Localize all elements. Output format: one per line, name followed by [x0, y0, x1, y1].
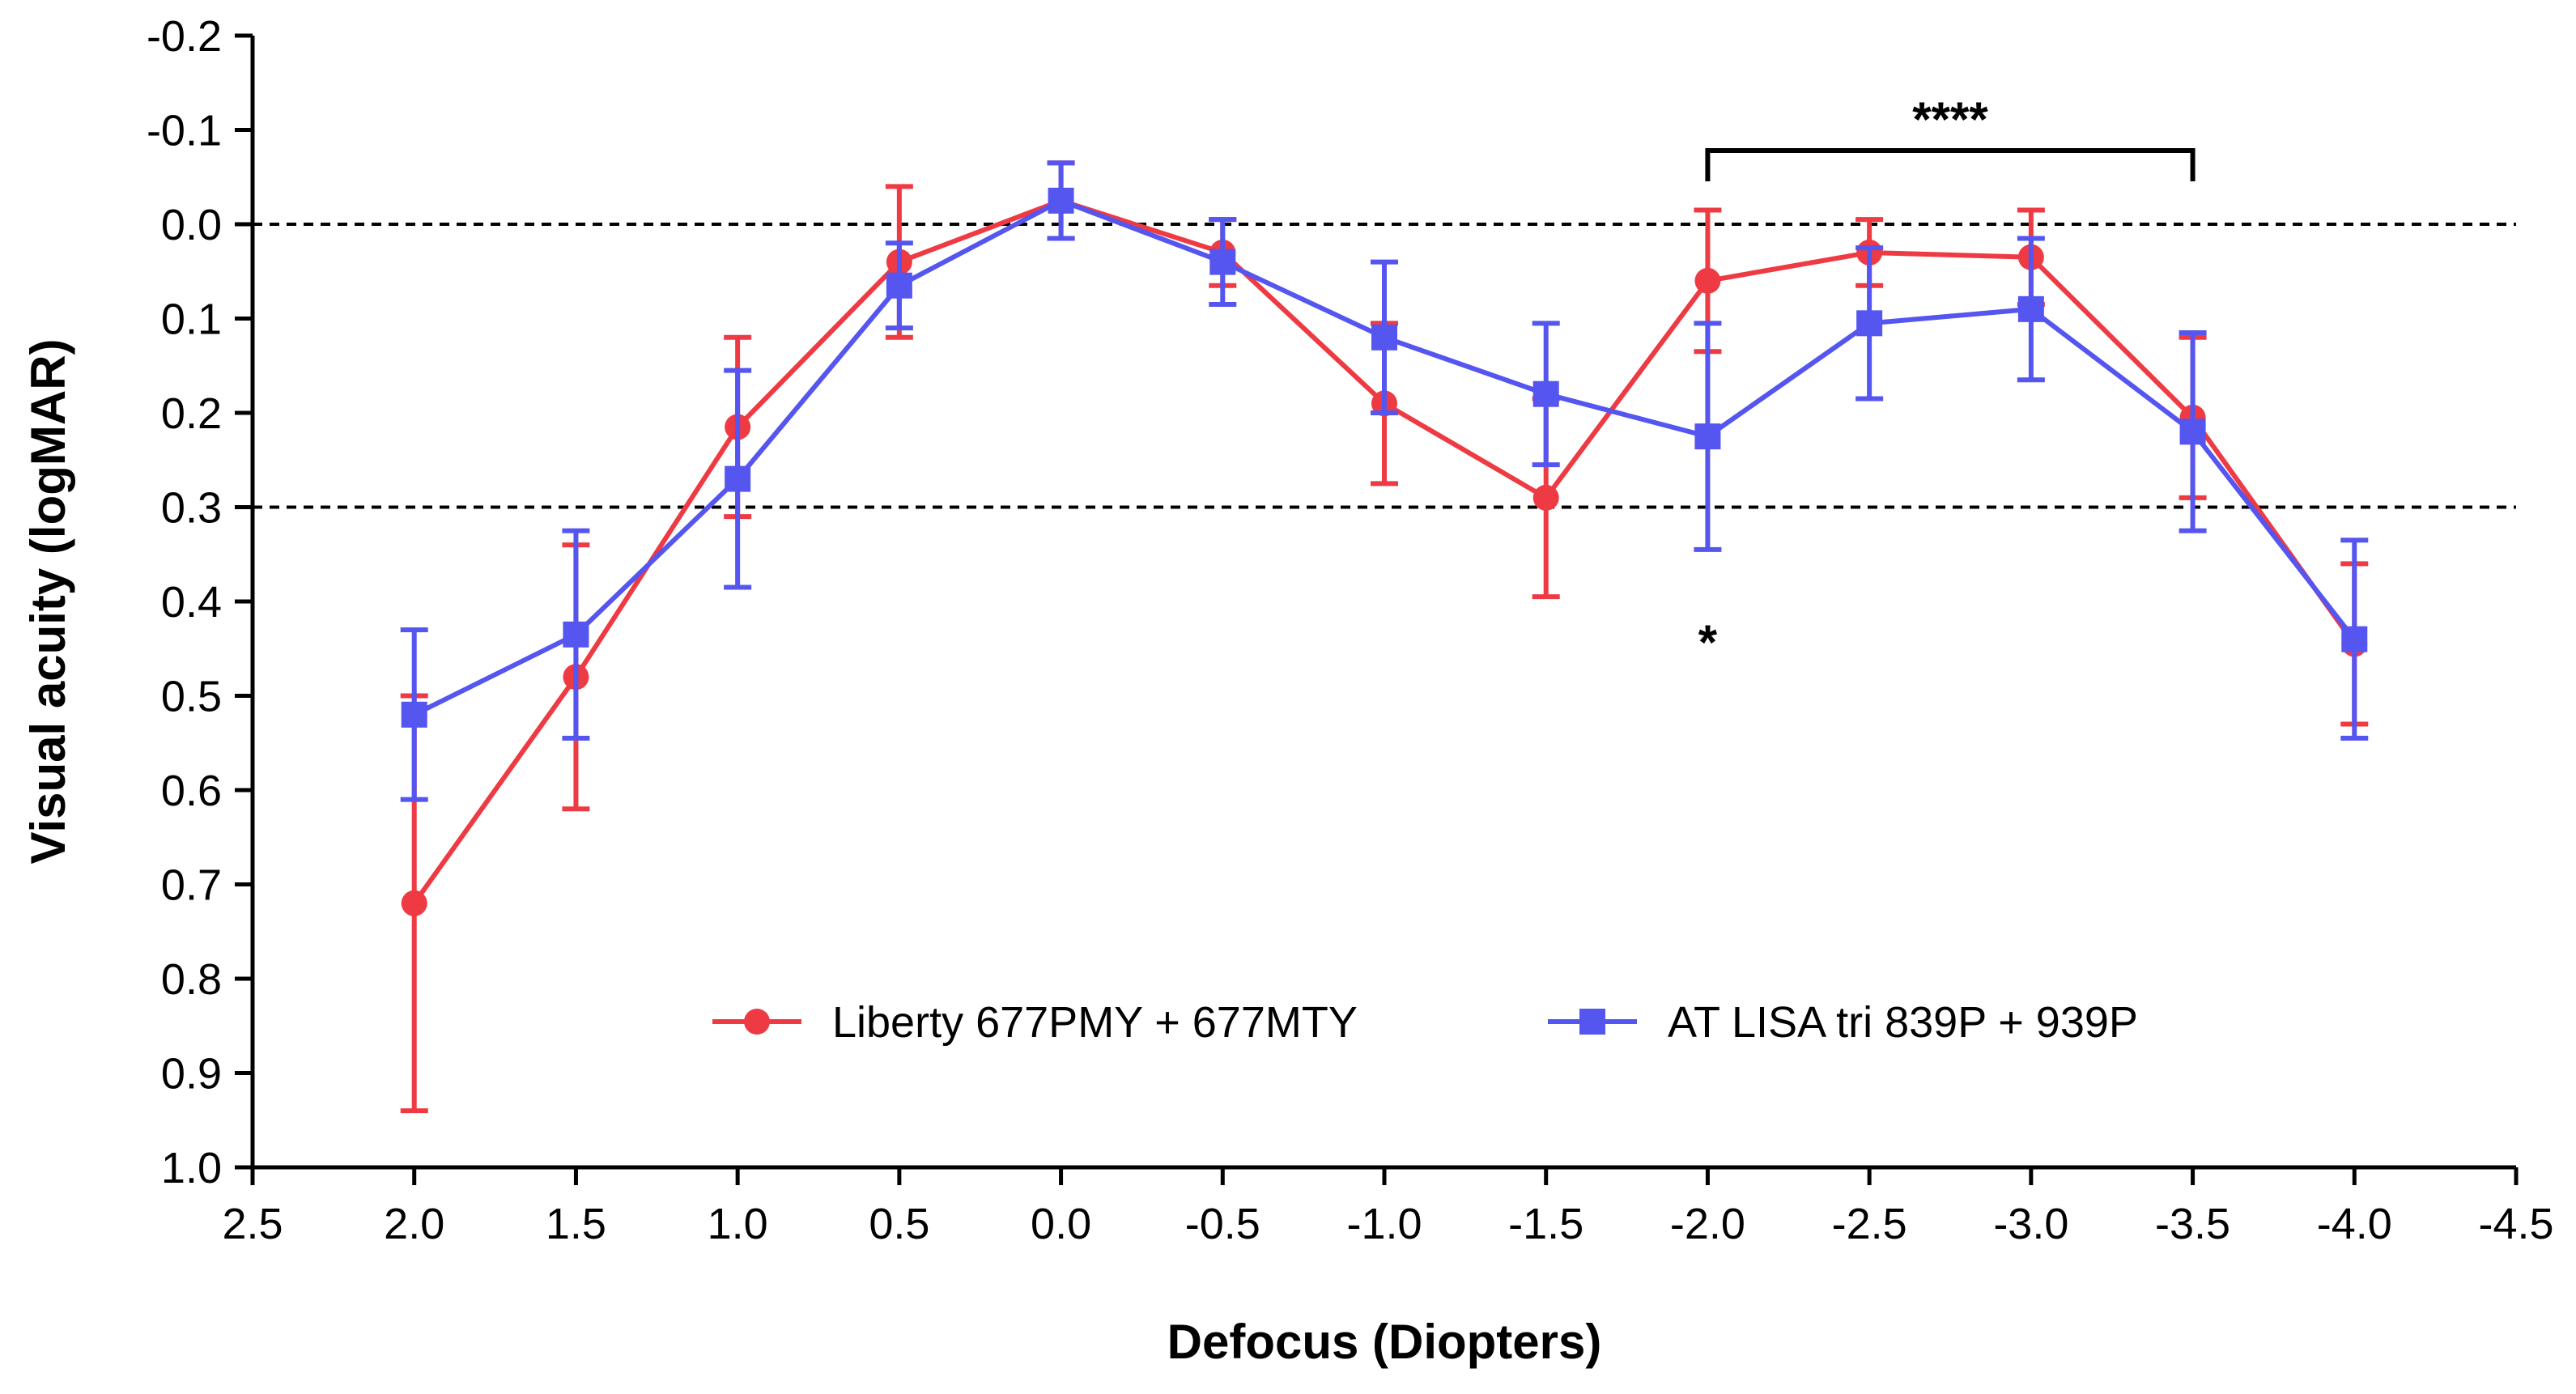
y-tick-label: 0.1	[161, 295, 222, 344]
y-tick-label: -0.2	[147, 12, 222, 61]
x-tick-label: -3.0	[1993, 1200, 2068, 1248]
x-tick-label: -2.5	[1832, 1200, 1907, 1248]
y-axis-title: Visual acuity (logMAR)	[21, 339, 75, 865]
x-tick-label: 0.0	[1031, 1200, 1091, 1248]
data-point-square	[1048, 187, 1074, 214]
y-tick-label: 0.4	[161, 578, 222, 627]
y-tick-label: -0.1	[147, 107, 222, 155]
y-tick-label: 0.5	[161, 673, 222, 721]
x-tick-label: 0.5	[869, 1200, 929, 1248]
legend-item-liberty: Liberty 677PMY + 677MTY	[712, 998, 1358, 1047]
x-tick-label: -2.0	[1670, 1200, 1745, 1248]
y-tick-label: 0.6	[161, 767, 222, 815]
data-point-square	[1856, 310, 1883, 337]
y-tick-label: 0.3	[161, 484, 222, 533]
data-point-circle	[1532, 484, 1559, 511]
data-point-square	[1694, 423, 1721, 450]
data-point-square	[886, 272, 912, 299]
x-tick-label: 1.0	[708, 1200, 768, 1248]
significance-bracket	[1705, 148, 2196, 181]
legend-label: Liberty 677PMY + 677MTY	[832, 998, 1358, 1047]
x-tick-label: -4.5	[2478, 1200, 2553, 1248]
annotations: *****	[1698, 92, 2196, 669]
data-point-square	[401, 701, 427, 728]
data-point-square	[725, 465, 751, 492]
x-tick-label: -0.5	[1185, 1200, 1260, 1248]
data-point-square	[1209, 249, 1236, 275]
y-tick-label: 0.7	[161, 861, 222, 910]
data-point-square	[1532, 380, 1559, 407]
series-layer	[400, 160, 2369, 1114]
data-point-circle	[401, 890, 427, 916]
y-tick-label: 0.9	[161, 1050, 222, 1099]
data-point-circle	[1694, 267, 1721, 294]
data-point-square	[2179, 419, 2206, 445]
x-tick-label: -1.5	[1508, 1200, 1583, 1248]
significance-label-4star: ****	[1912, 92, 1988, 147]
x-tick-label: -1.0	[1346, 1200, 1422, 1248]
data-point-square	[1371, 324, 1397, 351]
axes: -0.2 -0.1 0.0 0.1 0.2 0.3 0.4 0.5 0.6 0.7 0.8 0.9 1.…	[147, 12, 2554, 1248]
series-1	[400, 160, 2369, 802]
x-tick-label: -4.0	[2317, 1200, 2392, 1248]
x-tick-label: 1.5	[546, 1200, 606, 1248]
legend-marker-square	[1579, 1009, 1605, 1035]
significance-label-1star: *	[1698, 615, 1718, 669]
data-point-square	[2341, 626, 2368, 652]
legend-label: AT LISA tri 839P + 939P	[1668, 998, 2138, 1047]
y-tick-label: 1.0	[161, 1144, 222, 1192]
y-tick-label: 0.2	[161, 389, 222, 438]
data-point-square	[2017, 295, 2044, 322]
data-point-square	[563, 621, 589, 648]
x-tick-label: 2.5	[222, 1200, 283, 1248]
legend-marker-circle	[744, 1009, 770, 1035]
x-tick-label: -3.5	[2155, 1200, 2230, 1248]
x-axis-title: Defocus (Diopters)	[1167, 1315, 1602, 1369]
legend-item-at-lisa: AT LISA tri 839P + 939P	[1548, 998, 2138, 1047]
legend: Liberty 677PMY + 677MTY AT LISA tri 839P …	[712, 998, 2138, 1047]
y-tick-label: 0.8	[161, 955, 222, 1004]
reference-lines	[253, 223, 2516, 509]
x-tick-label: 2.0	[384, 1200, 444, 1248]
y-tick-label: 0.0	[161, 201, 222, 249]
